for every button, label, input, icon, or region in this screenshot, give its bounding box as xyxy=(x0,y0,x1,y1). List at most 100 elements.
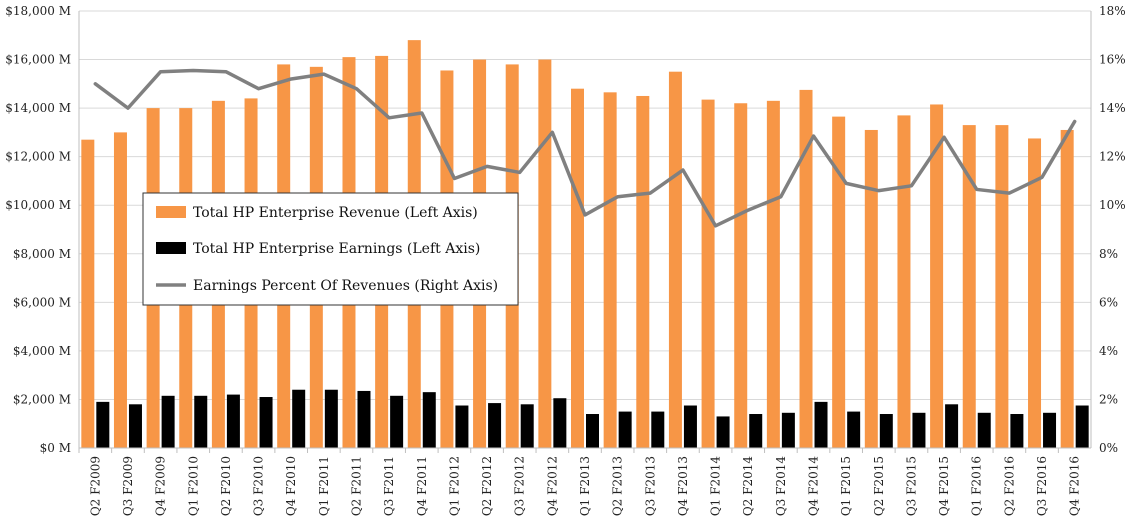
x-tick-label: Q2 F2015 xyxy=(872,456,886,516)
revenue-bar xyxy=(668,71,682,448)
revenue-bar xyxy=(1060,129,1074,448)
earnings-bar xyxy=(683,405,697,448)
x-tick-label: Q1 F2016 xyxy=(970,456,984,516)
y-right-tick-label: 2% xyxy=(1099,392,1118,406)
revenue-bar xyxy=(603,92,617,448)
earnings-bar xyxy=(422,392,436,448)
earnings-bar xyxy=(1010,414,1024,448)
bars-group xyxy=(81,40,1089,449)
earnings-bar xyxy=(847,411,861,448)
legend-label: Total HP Enterprise Earnings (Left Axis) xyxy=(193,241,480,257)
x-tick-label: Q3 F2014 xyxy=(774,456,788,517)
y-left-tick-label: $14,000 M xyxy=(5,101,71,115)
x-tick-label: Q4 F2014 xyxy=(807,456,821,517)
earnings-bar xyxy=(1075,405,1089,448)
legend-label: Total HP Enterprise Revenue (Left Axis) xyxy=(193,205,478,221)
earnings-bar xyxy=(128,404,142,448)
x-tick-label: Q2 F2014 xyxy=(741,456,755,517)
x-tick-label: Q3 F2012 xyxy=(513,456,527,516)
earnings-bar xyxy=(161,395,175,448)
x-tick-label: Q4 F2012 xyxy=(545,456,559,516)
legend-earnings-swatch xyxy=(156,242,186,254)
x-tick-label: Q3 F2010 xyxy=(252,456,266,516)
earnings-bar xyxy=(814,401,828,448)
x-tick-label: Q3 F2015 xyxy=(904,456,918,516)
earnings-bar xyxy=(586,414,599,448)
x-tick-label: Q3 F2016 xyxy=(1035,456,1049,516)
revenue-bar xyxy=(1028,138,1042,449)
x-tick-label: Q4 F2016 xyxy=(1068,456,1082,516)
x-tick-label: Q2 F2009 xyxy=(88,456,102,516)
earnings-bar xyxy=(194,395,208,448)
earnings-bar xyxy=(226,394,240,448)
earnings-bar xyxy=(945,404,959,448)
earnings-bar xyxy=(292,389,306,448)
earnings-bar xyxy=(324,389,338,448)
y-left-tick-label: $16,000 M xyxy=(5,53,71,67)
earnings-bar xyxy=(259,397,273,448)
earnings-bar xyxy=(357,390,371,448)
earnings-bar xyxy=(618,411,632,448)
y-left-tick-label: $10,000 M xyxy=(5,198,71,212)
y-left-tick-label: $2,000 M xyxy=(13,392,71,406)
x-tick-label: Q2 F2013 xyxy=(611,456,625,516)
y-right-tick-label: 4% xyxy=(1099,344,1118,358)
x-tick-label: Q1 F2013 xyxy=(578,456,592,516)
revenue-bar xyxy=(799,89,813,449)
x-tick-label: Q3 F2013 xyxy=(643,456,657,516)
revenue-bar xyxy=(864,129,878,448)
x-tick-label: Q2 F2016 xyxy=(1002,456,1016,516)
earnings-bar xyxy=(455,405,469,448)
x-tick-label: Q1 F2014 xyxy=(709,456,723,517)
x-tick-label: Q4 F2013 xyxy=(676,456,690,516)
axes-group: $0 M $2,000 M $4,000 M $6,000 M $8,000 M $10,… xyxy=(5,4,1125,516)
y-left-tick-label: $8,000 M xyxy=(13,247,71,261)
y-right-tick-label: 12% xyxy=(1099,150,1126,164)
y-left-tick-label: $4,000 M xyxy=(13,344,71,358)
y-left-tick-label: $18,000 M xyxy=(5,4,71,18)
x-tick-label: Q1 F2012 xyxy=(447,456,461,516)
y-right-tick-label: 10% xyxy=(1099,198,1126,212)
x-tick-label: Q3 F2011 xyxy=(382,456,396,516)
revenue-bar xyxy=(538,59,552,449)
earnings-bar xyxy=(912,412,926,448)
x-tick-label: Q4 F2010 xyxy=(284,456,298,516)
x-tick-label: Q3 F2009 xyxy=(121,456,135,516)
y-left-tick-label: $6,000 M xyxy=(13,295,71,309)
y-right-tick-label: 8% xyxy=(1099,247,1118,261)
earnings-bar xyxy=(520,404,534,448)
earnings-bar xyxy=(977,412,991,448)
y-left-tick-label: $0 M xyxy=(40,441,71,455)
x-tick-label: Q4 F2009 xyxy=(154,456,168,516)
x-tick-label: Q4 F2015 xyxy=(937,456,951,516)
revenue-bar xyxy=(995,125,1009,448)
revenue-bar xyxy=(81,139,95,448)
revenue-bar xyxy=(897,115,911,449)
earnings-percent-line xyxy=(93,68,1077,228)
earnings-bar xyxy=(749,414,763,448)
y-right-tick-label: 14% xyxy=(1099,101,1126,115)
y-right-tick-label: 0% xyxy=(1099,441,1118,455)
revenue-bar xyxy=(766,100,780,449)
revenue-bar xyxy=(832,116,846,448)
earnings-bar xyxy=(553,398,567,448)
legend: Total HP Enterprise Revenue (Left Axis) T… xyxy=(142,192,519,306)
x-tick-label: Q4 F2011 xyxy=(415,456,429,516)
earnings-bar xyxy=(651,411,665,448)
x-tick-label: Q1 F2015 xyxy=(839,456,853,516)
y-left-tick-label: $12,000 M xyxy=(5,150,71,164)
y-right-tick-label: 18% xyxy=(1099,4,1126,18)
earnings-bar xyxy=(879,414,893,448)
revenue-bar xyxy=(734,103,748,448)
legend-box xyxy=(142,192,519,306)
revenue-bar xyxy=(701,99,715,448)
revenue-bar xyxy=(962,125,976,448)
earnings-bar xyxy=(390,395,404,448)
revenue-bar xyxy=(571,88,584,448)
x-tick-label: Q1 F2011 xyxy=(317,456,331,516)
x-tick-label: Q2 F2012 xyxy=(480,456,494,516)
line-series-group xyxy=(93,68,1077,228)
legend-label: Earnings Percent Of Revenues (Right Axis… xyxy=(193,278,498,294)
